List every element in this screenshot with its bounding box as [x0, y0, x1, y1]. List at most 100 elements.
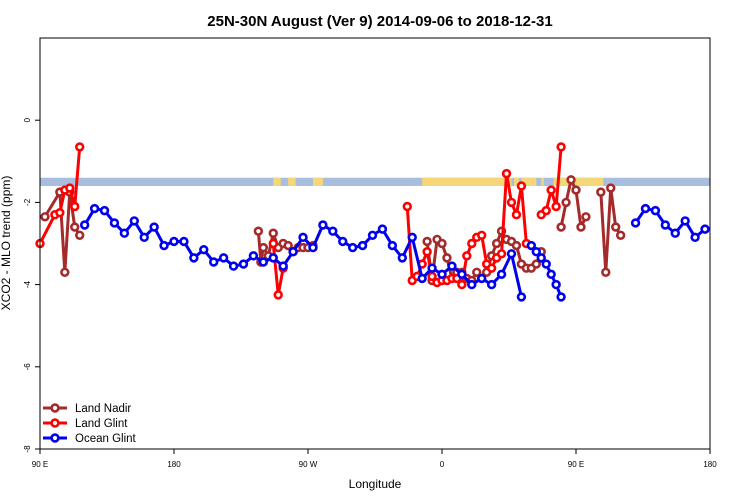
- land-nadir-point: [268, 228, 278, 238]
- legend-label: Land Glint: [75, 418, 128, 430]
- land-glint-point: [55, 207, 65, 218]
- ocean-glint-point: [477, 273, 487, 284]
- x-tick-label: 180: [703, 460, 717, 469]
- land-nadir-point: [511, 240, 522, 251]
- land-glint-line: [405, 172, 528, 287]
- land-nadir-point: [442, 253, 452, 263]
- ocean-glint-point: [541, 259, 551, 269]
- ocean-glint-point: [209, 257, 219, 267]
- land-nadir-point: [556, 222, 566, 232]
- legend: Land Nadir Land Glint Ocean Glint: [43, 403, 137, 445]
- land-nadir-point: [258, 242, 269, 253]
- ocean-glint-point: [357, 240, 368, 251]
- x-axis-label: Longitude: [349, 477, 402, 491]
- ocean-glint-point: [318, 220, 328, 230]
- land-glint-point: [496, 249, 507, 259]
- ocean-glint-point: [660, 220, 671, 230]
- legend-label: Land Nadir: [75, 403, 131, 415]
- ocean-glint-point: [506, 249, 517, 259]
- ocean-glint-point: [109, 218, 120, 228]
- ocean-glint-point: [467, 279, 477, 290]
- land-glint-point: [402, 201, 412, 212]
- y-tick-label: -4: [23, 280, 32, 288]
- ocean-glint-point: [670, 228, 680, 238]
- ocean-glint-point: [129, 216, 139, 226]
- land-nadir-point: [40, 212, 50, 222]
- ocean-glint-point: [288, 247, 298, 257]
- land-nadir-point: [283, 240, 293, 251]
- y-tick-label: 0: [23, 117, 32, 122]
- land-band-segment: [422, 177, 512, 186]
- land-nadir-point: [531, 259, 541, 269]
- legend-swatch-marker: [50, 433, 60, 443]
- land-band-segment: [513, 177, 519, 186]
- land-nadir-point: [561, 197, 571, 208]
- ocean-glint-point: [218, 253, 229, 263]
- land-glint-point: [65, 183, 75, 193]
- land-glint-point: [462, 251, 472, 261]
- ocean-glint-point: [516, 292, 527, 302]
- ocean-glint-point: [199, 244, 209, 255]
- ocean-glint-point: [457, 269, 467, 280]
- land-nadir-point: [437, 238, 447, 249]
- y-tick-label: -6: [23, 363, 32, 371]
- y-axis-label: XCO2 - MLO trend (ppm): [0, 176, 13, 311]
- ocean-glint-point: [640, 203, 651, 214]
- ocean-glint-point: [79, 220, 90, 230]
- ocean-glint-line: [83, 207, 523, 298]
- ocean-glint-point: [179, 236, 189, 247]
- ocean-glint-point: [447, 261, 457, 271]
- land-glint-point: [506, 197, 517, 208]
- ocean-glint-point: [536, 253, 546, 263]
- ocean-glint-point: [700, 224, 710, 234]
- land-glint-point: [511, 210, 522, 220]
- land-glint-point: [427, 271, 437, 282]
- land-glint-point: [501, 168, 512, 179]
- ocean-glint-point: [486, 279, 497, 290]
- ocean-glint-point: [531, 247, 541, 257]
- land-nadir-point: [566, 175, 576, 185]
- ocean-glint-point: [347, 242, 358, 253]
- ocean-glint-point: [278, 261, 288, 271]
- legend-swatch-marker: [50, 403, 60, 413]
- land-glint-point: [546, 185, 556, 195]
- land-glint-point: [457, 279, 467, 290]
- land-nadir-point: [60, 267, 70, 277]
- land-band-segment: [312, 177, 323, 186]
- ocean-glint-point: [119, 228, 130, 238]
- legend-item-land-glint: Land Glint: [43, 418, 128, 430]
- ocean-glint-point: [89, 203, 100, 214]
- ocean-glint-point: [556, 292, 566, 302]
- ocean-glint-point: [417, 273, 427, 284]
- y-axis: 0 -2 -4 -6 -8: [23, 117, 40, 453]
- x-tick-label: 0: [440, 460, 445, 469]
- ocean-glint-point: [437, 269, 447, 280]
- y-tick-label: -2: [23, 198, 32, 206]
- ocean-glint-point: [159, 240, 169, 251]
- land-nadir-point: [491, 238, 502, 249]
- ocean-glint-point: [149, 222, 159, 232]
- land-nadir-point: [615, 230, 626, 240]
- ocean-glint-point: [238, 259, 249, 269]
- ocean-glint-point: [169, 236, 179, 247]
- land-glint-point: [268, 238, 278, 249]
- ocean-glint-point: [690, 232, 700, 243]
- land-band-segment: [288, 177, 296, 186]
- y-tick-label: -8: [23, 445, 32, 453]
- land-glint-point: [70, 201, 80, 212]
- land-nadir-point: [611, 222, 621, 232]
- ocean-glint-point: [189, 253, 199, 263]
- land-glint-point: [273, 290, 283, 300]
- land-nadir-point: [422, 236, 432, 247]
- land-nadir-point: [70, 222, 80, 232]
- land-nadir-point: [472, 267, 482, 277]
- land-glint-point: [422, 247, 432, 257]
- land-band-segment: [521, 177, 537, 186]
- land-nadir-point: [571, 185, 581, 195]
- ocean-glint-point: [308, 242, 318, 253]
- ocean-glint-point: [496, 269, 507, 280]
- ocean-glint-point: [228, 261, 239, 271]
- ocean-glint-point: [551, 279, 561, 290]
- land-ocean-band: [40, 177, 710, 186]
- x-axis: 90 E 180 90 W 0 90 E 180: [32, 449, 717, 469]
